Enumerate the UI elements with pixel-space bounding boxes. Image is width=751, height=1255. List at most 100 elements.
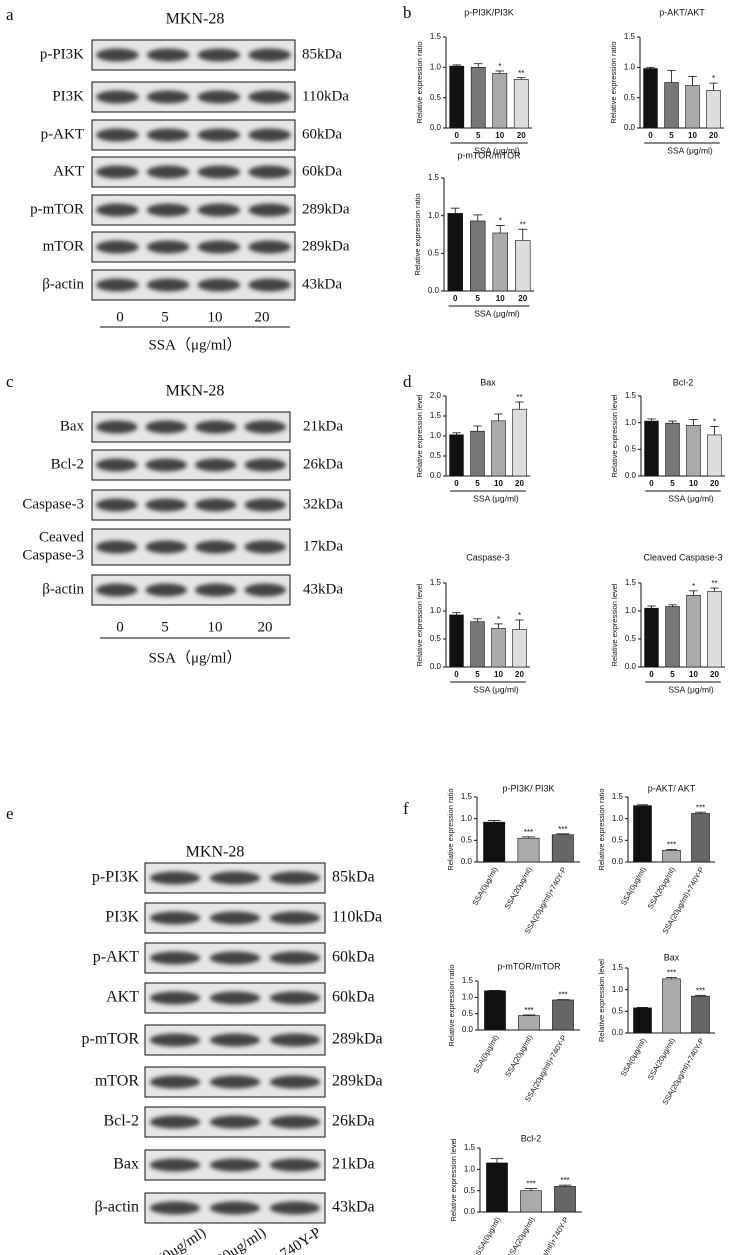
x-axis-title: SSA (μg/ml) xyxy=(474,145,520,155)
blot-band xyxy=(146,278,190,292)
panel-label: f xyxy=(403,799,409,818)
blot-band xyxy=(248,203,291,217)
blot-band xyxy=(194,498,237,512)
bar xyxy=(518,1015,540,1031)
significance: * xyxy=(518,611,521,620)
significance: *** xyxy=(667,969,676,978)
blot-band xyxy=(146,128,190,142)
bar-chart: Bcl-2 Relative expression level 0.0 0.5 1.0 1… xyxy=(449,1133,582,1255)
row-label: PI3K xyxy=(105,909,139,926)
x-tick-label: SSA(0μg/ml) xyxy=(619,865,648,907)
y-tick-label: 1.5 xyxy=(430,411,442,420)
blot-band xyxy=(248,48,291,62)
x-tick-label: 0 xyxy=(649,479,654,488)
blot-band xyxy=(95,583,138,597)
bar xyxy=(662,849,681,863)
blot-band xyxy=(194,540,237,554)
y-tick-label: 2.0 xyxy=(430,391,442,400)
kda-label: 289kDa xyxy=(302,238,350,254)
kda-label: 60kDa xyxy=(332,949,375,966)
significance: *** xyxy=(558,825,567,834)
blot-band xyxy=(244,420,287,434)
x-tick-label: SSA(0μg/ml) xyxy=(619,1036,648,1078)
significance: ** xyxy=(516,393,522,402)
y-tick-label: 1.5 xyxy=(462,976,474,985)
blot-band xyxy=(146,90,190,104)
y-tick-label: 0.0 xyxy=(612,1028,624,1037)
lane-label: 5 xyxy=(161,619,169,635)
blot-band xyxy=(209,911,261,925)
bar xyxy=(470,67,486,129)
y-tick-label: 1.0 xyxy=(625,418,637,427)
blot-band xyxy=(146,48,190,62)
bar-chart: p-AKT/ AKT Relative expression ratio 0.0 0.… xyxy=(597,783,715,935)
chart-title: Cleaved Caspase-3 xyxy=(643,552,722,562)
blot-xlabel: SSA（μg/ml） xyxy=(148,336,241,353)
y-tick-label: 0.0 xyxy=(428,286,440,295)
bar xyxy=(447,213,463,292)
kda-label: 60kDa xyxy=(302,126,342,142)
blot-band xyxy=(244,583,287,597)
row-label: Bax xyxy=(60,418,85,434)
lane-label: 20 xyxy=(255,309,270,325)
bar xyxy=(486,1162,508,1213)
y-tick-label: 1.5 xyxy=(612,963,624,972)
y-tick-label: 0.5 xyxy=(430,93,442,102)
y-tick-label: 1.0 xyxy=(464,1164,476,1173)
bar xyxy=(513,79,529,129)
x-tick-label: 5 xyxy=(670,670,675,679)
blot-band xyxy=(209,991,261,1005)
row-label: Bax xyxy=(113,1156,139,1173)
x-tick-label: 5 xyxy=(475,479,480,488)
lane-label: SSA(0μg/ml) xyxy=(133,1225,209,1255)
blot-band xyxy=(149,951,201,965)
panel-label: a xyxy=(6,5,14,24)
bar-chart: p-PI3K/PI3K Relative expression ratio 0.0 0… xyxy=(415,7,532,155)
blot-band xyxy=(96,165,139,179)
significance: *** xyxy=(526,1180,535,1189)
significance: *** xyxy=(696,803,705,812)
row-label: β-actin xyxy=(42,581,84,597)
kda-label: 21kDa xyxy=(332,1156,375,1173)
y-axis-title: Relative expression level xyxy=(610,583,619,666)
x-tick-label: 10 xyxy=(689,479,698,488)
blot-band xyxy=(149,1033,201,1047)
blot-title: MKN-28 xyxy=(166,383,225,400)
blot-band xyxy=(248,128,291,142)
row-label: β-actin xyxy=(94,1199,139,1216)
bar xyxy=(633,805,652,863)
bar xyxy=(662,978,681,1034)
kda-label: 110kDa xyxy=(332,909,382,926)
blot-band xyxy=(269,991,321,1005)
y-tick-label: 1.5 xyxy=(612,792,624,801)
blot-band xyxy=(145,583,188,597)
lane-label: 0 xyxy=(116,309,124,325)
x-axis-title: SSA (μg/ml) xyxy=(667,145,713,155)
significance: * xyxy=(712,74,715,83)
y-tick-label: 1.5 xyxy=(430,32,442,41)
blot-band xyxy=(146,165,190,179)
y-tick-label: 0.5 xyxy=(430,634,442,643)
y-tick-label: 1.5 xyxy=(625,578,637,587)
blot-band xyxy=(146,203,190,217)
y-tick-label: 1.0 xyxy=(624,62,636,71)
bar xyxy=(554,1186,576,1213)
bar xyxy=(515,240,531,292)
blot-title: MKN-28 xyxy=(186,844,245,861)
x-tick-label: 5 xyxy=(476,131,481,140)
y-tick-label: 1.0 xyxy=(625,606,637,615)
blot-band xyxy=(269,1158,321,1172)
y-tick-label: 1.0 xyxy=(428,211,440,220)
panel-label: b xyxy=(403,3,412,22)
y-tick-label: 0.0 xyxy=(462,1025,474,1034)
bar xyxy=(707,591,722,668)
kda-label: 21kDa xyxy=(303,418,343,434)
blot-band xyxy=(248,165,291,179)
row-label: AKT xyxy=(106,989,139,1006)
significance: ** xyxy=(518,69,524,78)
significance: *** xyxy=(667,841,676,850)
x-tick-label: 10 xyxy=(496,294,505,303)
bar xyxy=(520,1190,542,1213)
row-label: mTOR xyxy=(95,1073,139,1090)
x-tick-label: 10 xyxy=(689,670,698,679)
